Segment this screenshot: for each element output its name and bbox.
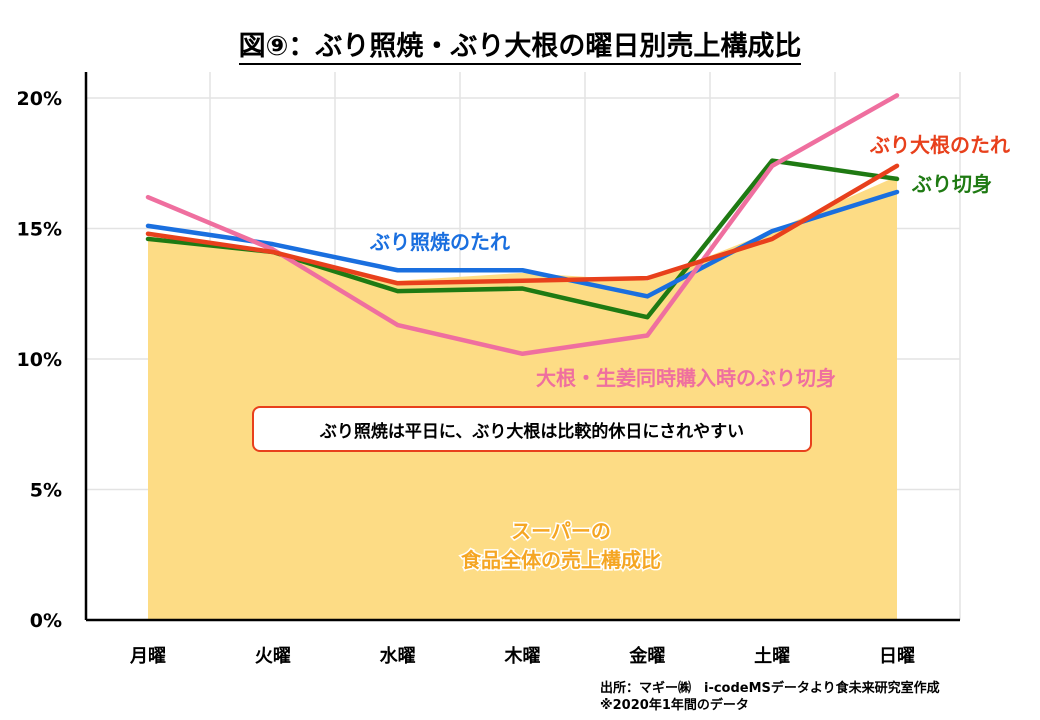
source-line-1: 出所：マギー㈱ i-codeMSデータより食未来研究室作成 (600, 681, 940, 696)
y-tick-label: 15% (17, 219, 62, 241)
chart-title-text: 図⑨：ぶり照焼・ぶり大根の曜日別売上構成比 (238, 31, 802, 65)
area-series-label: 食品全体の売上構成比 (461, 548, 661, 572)
line-series (145, 163, 900, 286)
series-label: ぶり大根のたれ (869, 133, 1010, 157)
x-tick-label: 月曜 (129, 646, 166, 667)
y-tick-label: 5% (30, 480, 62, 502)
x-tick-label: 日曜 (879, 646, 915, 667)
x-tick-label: 土曜 (754, 646, 790, 667)
source-line-2: ※2020年1年間のデータ (600, 698, 749, 713)
series-label: 大根・生姜同時購入時のぶり切身 (536, 366, 836, 390)
x-tick-label: 金曜 (628, 645, 665, 667)
series-label: ぶり照焼のたれ (369, 230, 510, 254)
x-tick-label: 水曜 (380, 645, 416, 667)
y-tick-label: 0% (30, 610, 62, 632)
line-series (145, 93, 900, 357)
chart-title: 図⑨：ぶり照焼・ぶり大根の曜日別売上構成比 (0, 24, 1040, 65)
y-tick-label: 10% (17, 349, 62, 371)
line-series (145, 189, 900, 299)
x-tick-label: 火曜 (255, 646, 291, 667)
x-tick-label: 木曜 (504, 645, 541, 667)
series-label: ぶり切身 (911, 172, 992, 196)
y-tick-label: 20% (17, 88, 62, 110)
area-series-label: スーパーの (511, 519, 611, 543)
source-note: 出所：マギー㈱ i-codeMSデータより食未来研究室作成 ※2020年1年間の… (600, 680, 1030, 714)
callout-box: ぶり照焼は平日に、ぶり大根は比較的休日にされやすい (252, 406, 812, 452)
